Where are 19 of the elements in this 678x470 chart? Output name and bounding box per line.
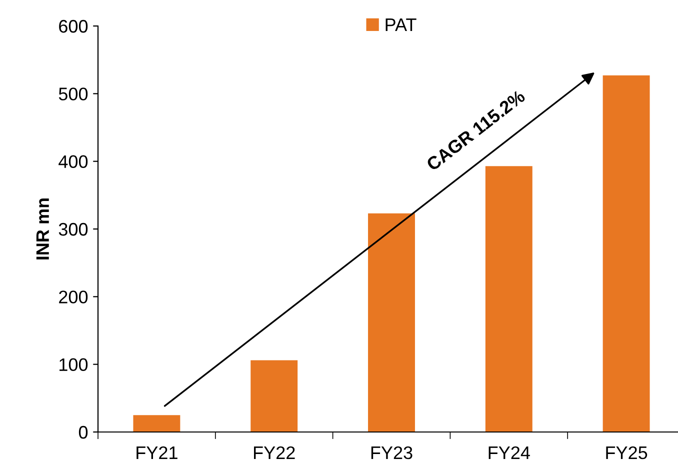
x-tick-label: FY22 [254, 446, 295, 459]
y-tick-label: 200 [59, 290, 88, 304]
y-tick-label: 0 [78, 426, 88, 439]
bar [485, 166, 532, 432]
x-tick-label: FY25 [606, 446, 648, 460]
y-tick-label: 600 [59, 20, 88, 33]
y-axis-title: INR mn [36, 198, 49, 260]
bar [133, 415, 180, 432]
legend-label: PAT [386, 18, 416, 31]
bar [602, 75, 650, 432]
x-tick-label: FY21 [136, 446, 178, 459]
y-tick-label: 100 [60, 358, 88, 372]
x-tick-label: FY24 [488, 446, 530, 459]
x-tick-label: FY23 [371, 446, 412, 460]
bar [250, 360, 298, 432]
bar [368, 213, 415, 432]
y-tick-label: 500 [58, 88, 88, 100]
y-tick-label: 400 [58, 155, 88, 168]
y-tick-label: 300 [58, 222, 88, 236]
